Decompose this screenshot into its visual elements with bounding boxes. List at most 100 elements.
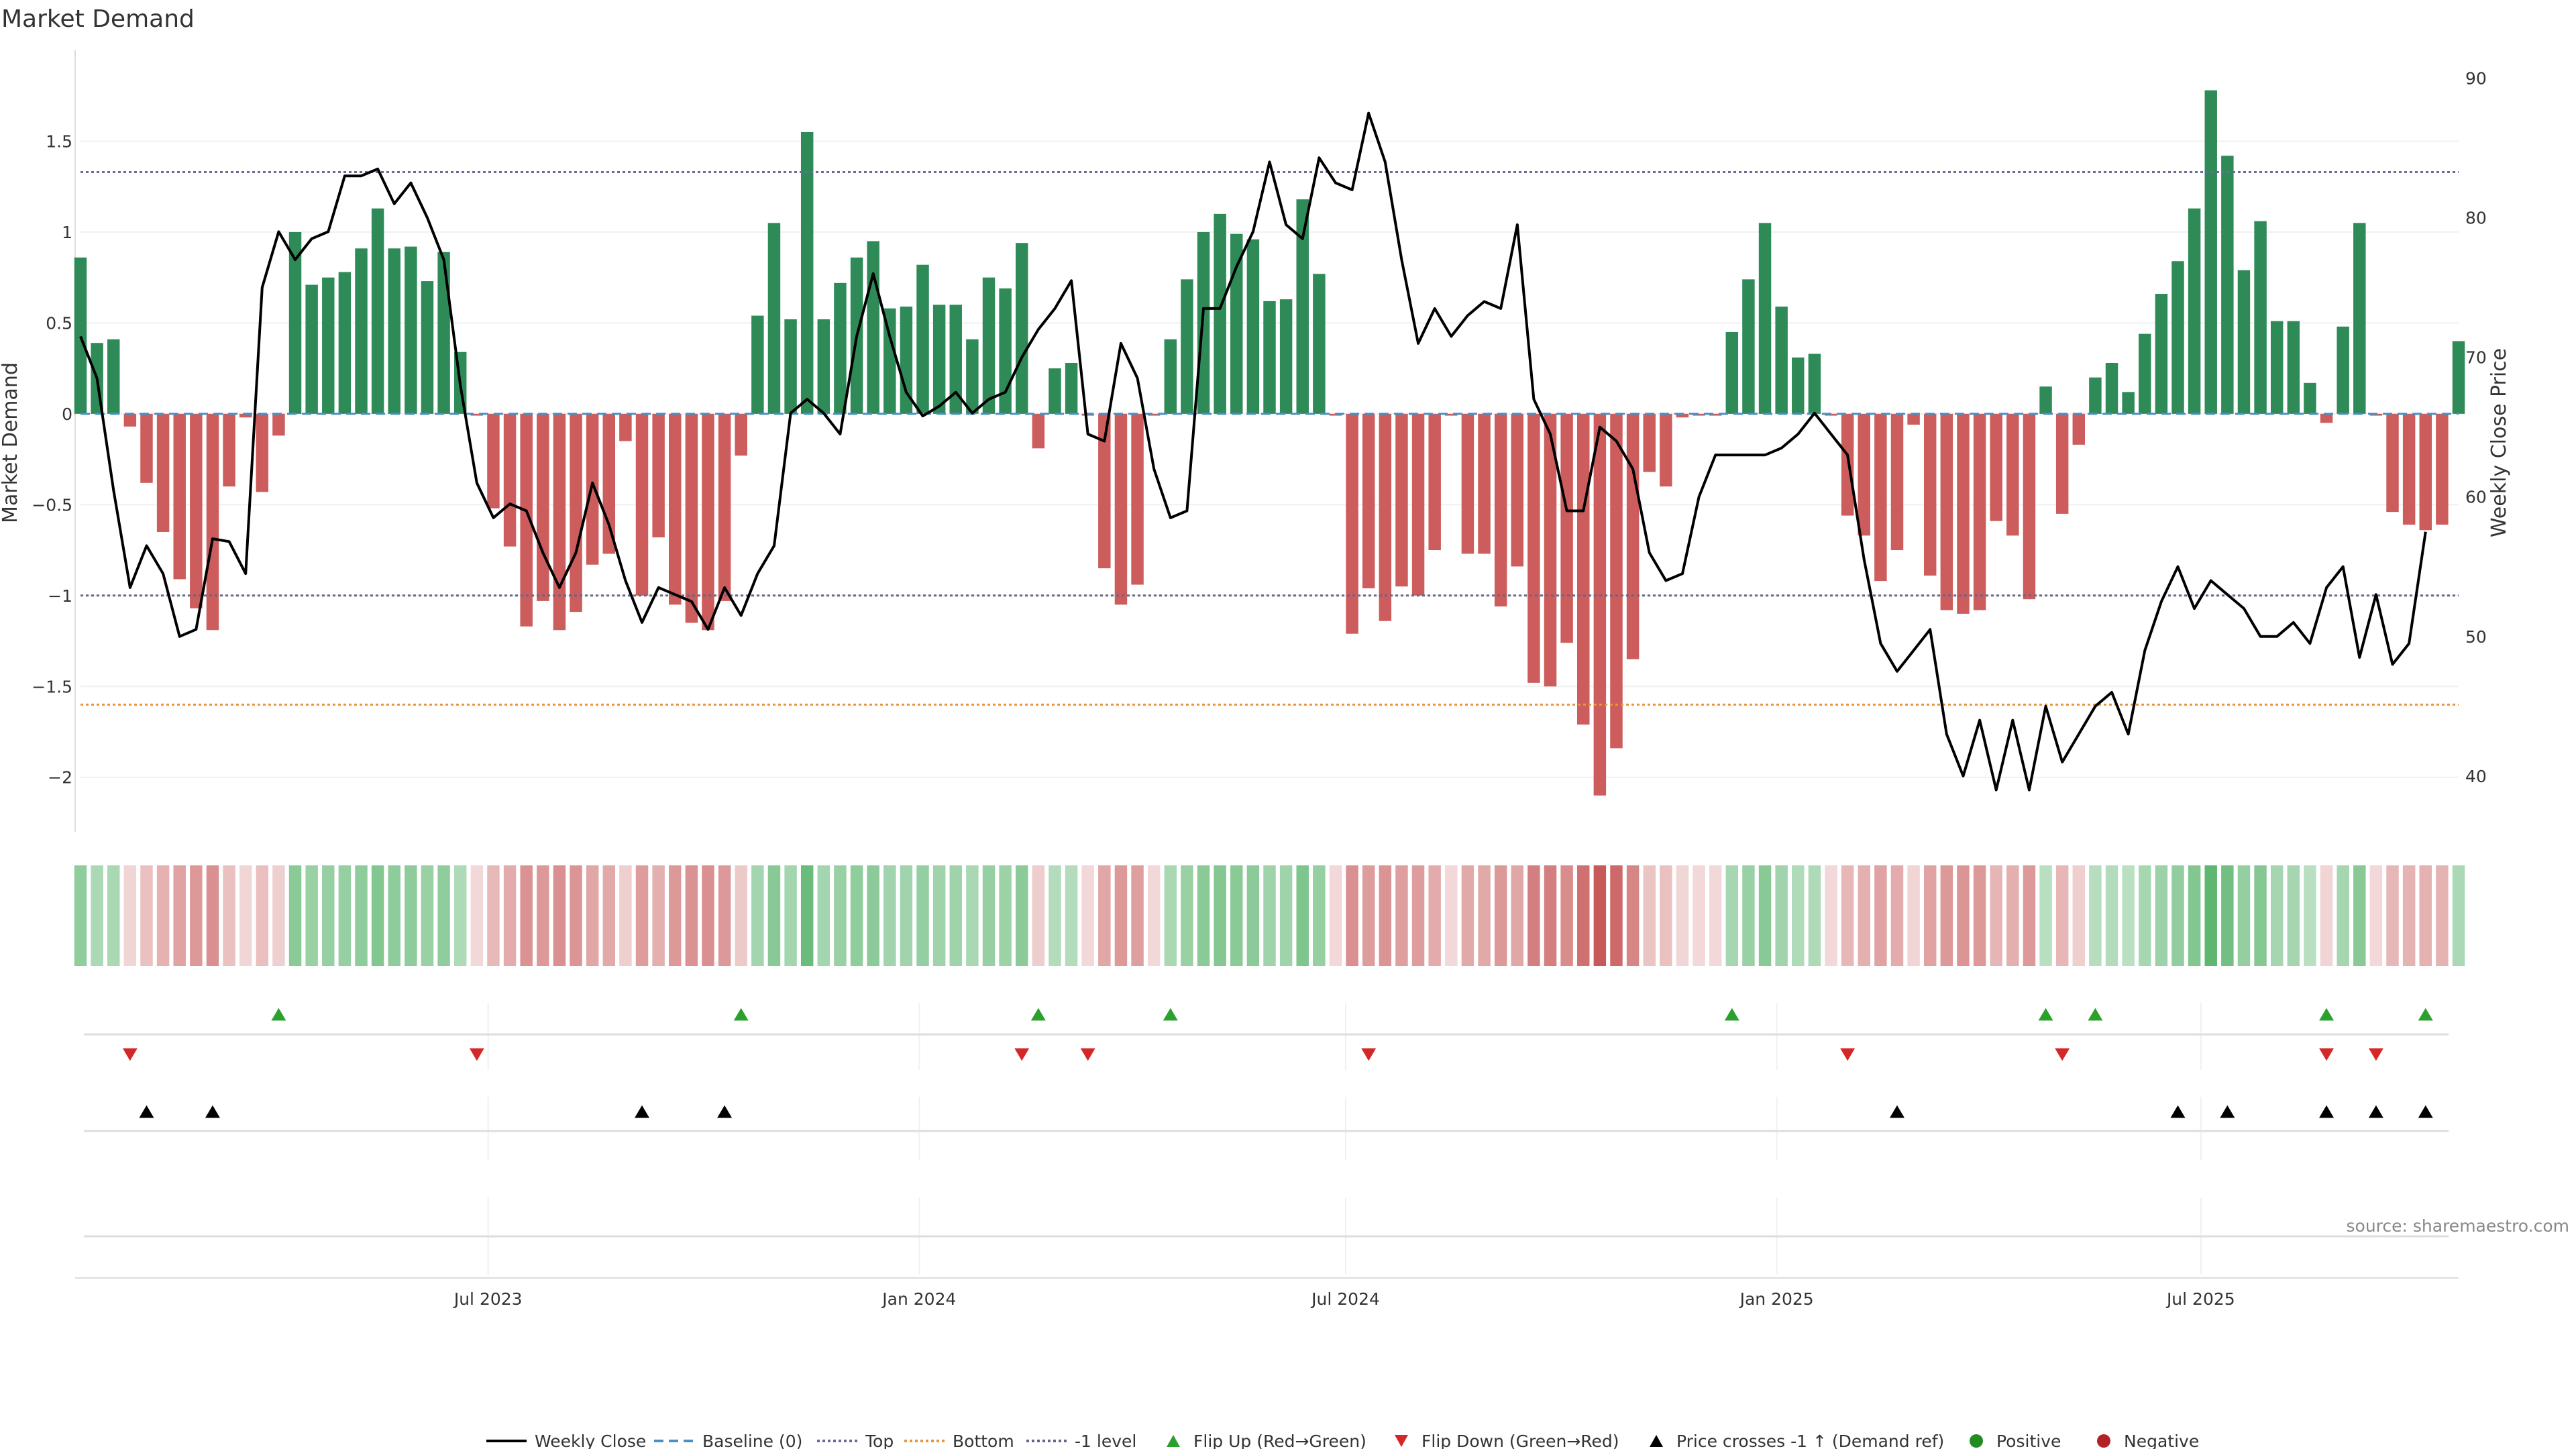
- demand-bar: [1693, 413, 1705, 416]
- flip-down-marker: [1080, 1048, 1095, 1061]
- demand-bar: [834, 282, 847, 414]
- heatmap-cell: [421, 865, 434, 966]
- legend-key: [2097, 1434, 2110, 1448]
- demand-bar: [371, 208, 384, 414]
- demand-bar: [652, 413, 665, 538]
- demand-bar: [156, 413, 170, 532]
- heatmap-cell: [2353, 865, 2366, 966]
- demand-bar: [2139, 333, 2151, 414]
- legend-label: Top: [865, 1432, 894, 1449]
- demand-bar: [355, 248, 368, 414]
- heatmap-cell: [2287, 865, 2300, 966]
- demand-bar: [2386, 413, 2399, 513]
- heatmap-cell: [1693, 865, 1705, 966]
- heatmap-cell: [223, 865, 235, 966]
- left-axis-label: Market Demand: [0, 362, 22, 523]
- demand-bar: [1775, 307, 1788, 414]
- heatmap-cell: [437, 865, 450, 966]
- demand-bar: [1577, 413, 1590, 725]
- heatmap-cell: [322, 865, 335, 966]
- heatmap-cell: [1164, 865, 1177, 966]
- heatmap-cell: [305, 865, 318, 966]
- flip-up-marker: [271, 1008, 286, 1021]
- signal-panels: [75, 1003, 2459, 1279]
- heatmap-cell: [1593, 865, 1607, 966]
- heatmap-cell: [1296, 865, 1309, 966]
- right-tick-label: 90: [2465, 69, 2487, 89]
- heatmap-cell: [2072, 865, 2086, 966]
- demand-bar: [751, 315, 764, 414]
- heatmap-cell: [1841, 865, 1854, 966]
- demand-bar: [1181, 279, 1193, 414]
- heatmap-cell: [1197, 865, 1210, 966]
- legend-label: Weekly Close: [535, 1432, 646, 1449]
- demand-bar: [1428, 413, 1441, 551]
- demand-bar: [256, 413, 269, 492]
- heatmap-cell: [553, 865, 566, 966]
- demand-bar: [1792, 357, 1805, 414]
- heatmap-cell: [1478, 865, 1491, 966]
- flip-down-marker: [2055, 1048, 2070, 1061]
- heatmap-cell: [2237, 865, 2251, 966]
- demand-bar: [421, 281, 434, 414]
- heatmap-cell: [272, 865, 285, 966]
- demand-bar: [2337, 326, 2349, 414]
- demand-bar: [1494, 413, 1507, 607]
- heatmap-cell: [784, 865, 797, 966]
- flip-up-marker: [1163, 1008, 1178, 1021]
- demand-bar: [2188, 208, 2201, 414]
- demand-bar: [338, 272, 352, 414]
- heatmap-cell: [586, 865, 599, 966]
- heatmap-cell: [74, 865, 87, 966]
- heatmap-cell: [1990, 865, 2002, 966]
- heatmap-cell: [718, 865, 731, 966]
- heatmap-cell: [767, 865, 781, 966]
- demand-bar: [1049, 368, 1061, 414]
- demand-bar: [206, 413, 219, 631]
- price-cross-marker: [205, 1105, 220, 1118]
- price-cross-marker: [139, 1105, 154, 1118]
- heatmap-cell: [2122, 865, 2135, 966]
- heatmap-cell: [288, 865, 302, 966]
- heatmap-cell: [883, 865, 896, 966]
- demand-bar: [405, 246, 417, 414]
- heatmap-cell: [1494, 865, 1507, 966]
- demand-bar: [1263, 301, 1276, 414]
- demand-bar: [2039, 386, 2052, 414]
- legend-label: Flip Down (Green→Red): [1421, 1432, 1619, 1449]
- weekly-close-line-group: [79, 111, 2427, 792]
- flip-up-marker: [1724, 1008, 1739, 1021]
- demand-bar: [288, 231, 302, 414]
- heatmap-cell: [1577, 865, 1590, 966]
- heatmap-cell: [2039, 865, 2052, 966]
- heatmap-cell: [1808, 865, 1821, 966]
- demand-bar: [1544, 413, 1557, 687]
- demand-bar: [1296, 199, 1309, 414]
- demand-bar: [867, 241, 879, 414]
- demand-bar: [999, 288, 1012, 414]
- demand-bar: [702, 413, 714, 631]
- x-tick-label: Jan 2024: [881, 1289, 956, 1309]
- heatmap-cell: [405, 865, 417, 966]
- flip-up-marker: [2038, 1008, 2053, 1021]
- heatmap-cell: [1230, 865, 1243, 966]
- legend-label: Bottom: [953, 1432, 1014, 1449]
- demand-bar: [767, 223, 781, 414]
- heatmap-cell: [338, 865, 352, 966]
- heatmap-cell: [669, 865, 682, 966]
- heatmap-cell: [834, 865, 847, 966]
- demand-bar: [1527, 413, 1540, 683]
- demand-bar: [2122, 392, 2135, 414]
- heatmap-cell: [1527, 865, 1540, 966]
- demand-bar: [2402, 413, 2416, 525]
- heatmap-cell: [1246, 865, 1260, 966]
- heatmap-cell: [685, 865, 698, 966]
- heatmap-cell: [702, 865, 714, 966]
- heatmap-cell: [1015, 865, 1028, 966]
- heatmap-cell: [751, 865, 764, 966]
- demand-bar: [1676, 413, 1689, 418]
- demand-bar: [1709, 413, 1722, 416]
- heatmap-cell: [817, 865, 830, 966]
- heatmap-cell: [1676, 865, 1689, 966]
- heatmap-cell: [1858, 865, 1870, 966]
